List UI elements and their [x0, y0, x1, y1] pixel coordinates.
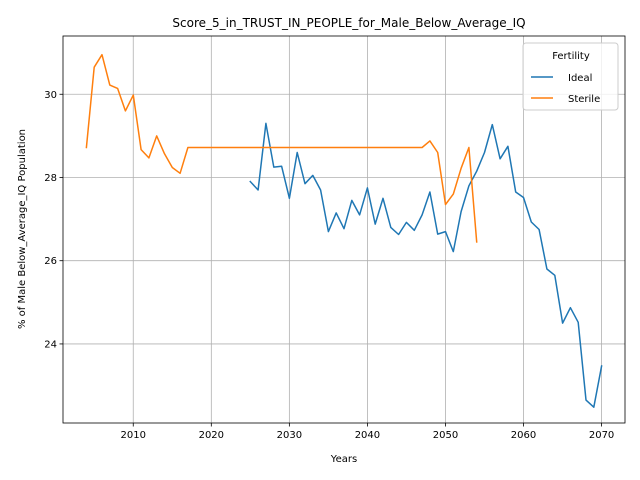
- x-tick-label: 2030: [277, 430, 302, 441]
- x-tick-label: 2050: [433, 430, 458, 441]
- x-axis-label: Years: [330, 454, 357, 465]
- legend-box: [522, 42, 619, 111]
- y-tick-label: 26: [44, 256, 57, 267]
- legend-label-ideal: Ideal: [568, 73, 592, 84]
- plot-frame: [62, 35, 626, 424]
- chart-title: Score_5_in_TRUST_IN_PEOPLE_for_Male_Belo…: [172, 16, 525, 30]
- series-line-ideal: [249, 122, 603, 408]
- legend-label-sterile: Sterile: [568, 94, 600, 105]
- y-tick-label: 28: [44, 173, 57, 184]
- x-tick-label: 2040: [355, 430, 380, 441]
- x-tick-label: 2060: [511, 430, 536, 441]
- x-tick-label: 2070: [589, 430, 614, 441]
- x-axis: 2010 2020 2030 2040 2050 2060 2070: [121, 423, 614, 441]
- y-tick-label: 24: [44, 339, 57, 350]
- legend-title: Fertility: [552, 51, 590, 62]
- y-tick-label: 30: [44, 90, 57, 101]
- y-axis: 24 26 28 30: [44, 90, 63, 350]
- y-axis-label: % of Male Below_Average_IQ Population: [17, 129, 28, 329]
- x-tick-label: 2010: [121, 430, 146, 441]
- legend: Fertility Ideal Sterile: [522, 42, 619, 111]
- x-tick-label: 2020: [199, 430, 224, 441]
- series-line-sterile: [85, 53, 478, 243]
- series-layer: [85, 53, 603, 408]
